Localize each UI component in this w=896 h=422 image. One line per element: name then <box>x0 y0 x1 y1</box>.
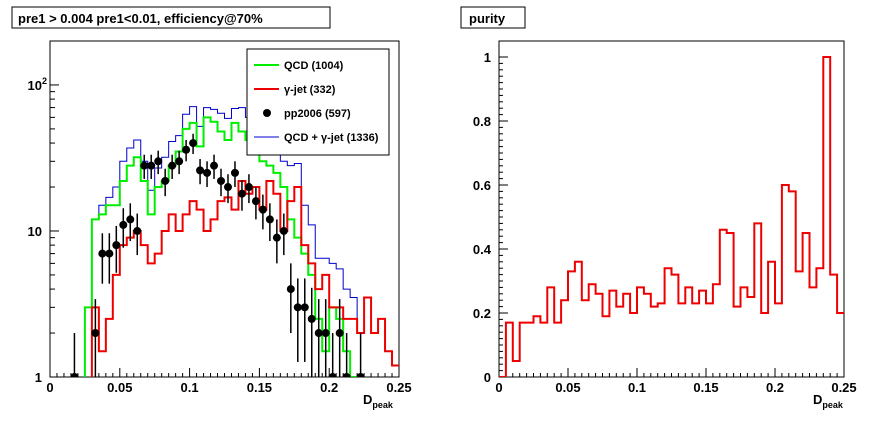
left-x-tick-label: 0.2 <box>320 380 338 395</box>
right-x-axis-label: D <box>813 392 822 407</box>
left-x-axis-label-sub: peak <box>372 400 394 410</box>
data-point <box>307 314 316 323</box>
data-point <box>126 215 135 224</box>
data-point <box>112 241 121 250</box>
left-x-axis-label: D <box>363 392 372 407</box>
data-point <box>168 161 177 170</box>
data-point <box>258 205 267 214</box>
right-x-tick-label: 0.25 <box>831 380 856 395</box>
data-point <box>203 168 212 177</box>
data-point <box>98 249 107 258</box>
legend-label-0: QCD (1004) <box>284 60 344 72</box>
left-y-tick-label: 102 <box>28 76 47 93</box>
data-point <box>279 226 288 235</box>
right-x-axis-label-sub: peak <box>822 400 844 410</box>
right-y-tick-label: 0.2 <box>473 306 491 321</box>
right-y-tick-label: 0 <box>484 370 491 385</box>
left-chart-title: pre1 > 0.004 pre1<0.01, efficiency@70% <box>18 11 263 26</box>
left-title-box <box>11 6 331 29</box>
right-title-box <box>460 6 526 29</box>
data-point <box>105 249 114 258</box>
data-point <box>189 139 198 148</box>
left-x-tick-label: 0.1 <box>181 380 199 395</box>
right-x-tick-label: 0.2 <box>766 380 784 395</box>
svg-text:Dpeak: Dpeak <box>813 392 844 410</box>
right-chart-title: purity <box>469 11 506 26</box>
data-point <box>335 329 344 338</box>
data-point <box>182 145 191 154</box>
purity-line <box>499 56 844 377</box>
left-series-1-line <box>90 179 399 377</box>
legend-label-2: pp2006 (597) <box>284 108 351 120</box>
data-point <box>293 303 302 312</box>
right-y-tick-label: 0.4 <box>473 242 492 257</box>
right-x-tick-label: 0.1 <box>628 380 646 395</box>
left-x-tick-label: 0.25 <box>386 380 411 395</box>
right-chart-panel: 0 0.05 0.1 0.15 0.2 0.25 0 0.2 0.4 0.6 0.8 1 purity… <box>460 6 857 410</box>
data-point <box>154 157 163 166</box>
data-point <box>237 189 246 198</box>
left-y-tick-label: 1 <box>35 370 42 385</box>
legend-label-1: γ-jet (332) <box>284 84 336 96</box>
data-point <box>140 161 149 170</box>
data-point <box>356 373 365 377</box>
right-y-tick-label: 0.8 <box>473 114 491 129</box>
data-point <box>272 233 281 242</box>
legend-label-3: QCD + γ-jet (1336) <box>284 132 379 144</box>
data-point <box>119 220 128 229</box>
data-point <box>230 168 239 177</box>
data-point <box>244 183 253 192</box>
data-point <box>217 176 226 185</box>
right-x-tick-label: 0 <box>495 380 502 395</box>
data-point <box>91 329 100 338</box>
left-x-tick-label: 0 <box>46 380 53 395</box>
left-x-tick-label: 0.05 <box>107 380 132 395</box>
data-point <box>175 157 184 166</box>
left-legend: QCD (1004) γ-jet (332) pp2006 (597) QCD + γ… <box>246 48 390 156</box>
data-point <box>265 215 274 224</box>
data-point <box>286 285 295 294</box>
data-point <box>314 329 323 338</box>
left-series-0-line <box>83 116 359 377</box>
data-point <box>147 161 156 170</box>
legend-marker-2 <box>263 109 271 117</box>
data-point <box>210 161 219 170</box>
data-point <box>251 197 260 206</box>
data-point <box>223 183 232 192</box>
right-x-tick-label: 0.15 <box>693 380 718 395</box>
right-y-tick-label: 0.6 <box>473 178 491 193</box>
right-y-tick-label: 1 <box>484 50 491 65</box>
data-point <box>133 226 142 235</box>
data-point <box>300 303 309 312</box>
data-point <box>70 373 79 377</box>
data-point <box>321 329 330 338</box>
data-point <box>161 176 170 185</box>
left-y-tick-label: 10 <box>28 224 42 239</box>
left-x-tick-label: 0.15 <box>247 380 272 395</box>
right-x-tick-label: 0.05 <box>555 380 580 395</box>
right-plot-frame <box>498 40 845 378</box>
data-point <box>328 373 337 377</box>
left-series-3-line <box>84 106 399 377</box>
left-chart-panel: 0 0.05 0.1 0.15 0.2 0.25 1 10 102 QCD (1004) γ-je… <box>11 6 412 410</box>
data-point <box>196 166 205 175</box>
svg-text:Dpeak: Dpeak <box>363 392 394 410</box>
data-point <box>342 373 351 377</box>
